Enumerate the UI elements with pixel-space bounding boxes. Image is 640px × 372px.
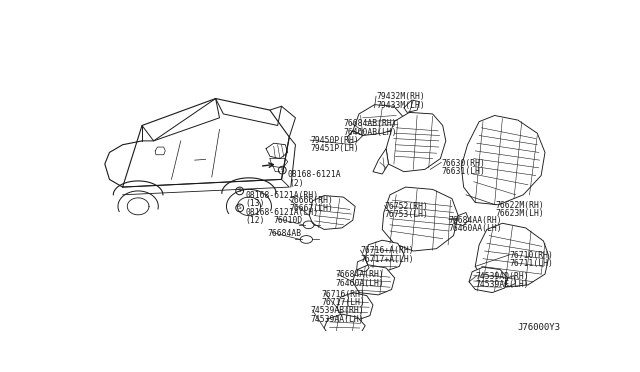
Polygon shape [476,223,549,287]
Text: (12): (12) [245,217,264,225]
Text: 74539AD(RH): 74539AD(RH) [476,272,529,281]
Text: 76716(RH): 76716(RH) [322,289,365,298]
Text: J76000Y3: J76000Y3 [518,323,561,332]
Text: 76623M(LH): 76623M(LH) [495,209,544,218]
Text: 74539AE(LH): 74539AE(LH) [476,280,529,289]
Text: 79450P(RH): 79450P(RH) [310,135,359,144]
Polygon shape [337,293,373,320]
Text: 76460AA(LH): 76460AA(LH) [449,224,502,233]
Text: 08168-6121A(RH): 08168-6121A(RH) [245,191,318,200]
Polygon shape [353,265,395,295]
Text: 76684AB: 76684AB [268,230,301,238]
Text: (13): (13) [245,199,264,208]
Polygon shape [373,148,388,174]
Text: 76752(RH): 76752(RH) [385,202,428,211]
Text: 76684A(RH): 76684A(RH) [336,270,385,279]
Text: 76460AB(LH): 76460AB(LH) [344,128,397,137]
Polygon shape [469,267,508,293]
Text: 76711(LH): 76711(LH) [509,260,553,269]
Text: S: S [238,189,241,193]
Polygon shape [386,112,446,172]
Text: 74539AB(RH): 74539AB(RH) [310,307,364,315]
Text: 76667(LH): 76667(LH) [289,204,333,213]
Text: 76631(LH): 76631(LH) [441,167,485,176]
Text: 76010D: 76010D [274,216,303,225]
Text: 76622M(RH): 76622M(RH) [495,201,544,210]
Text: 79451P(LH): 79451P(LH) [310,144,359,153]
Text: 74539AA(LH): 74539AA(LH) [310,315,364,324]
Text: 76753(LH): 76753(LH) [385,210,428,219]
Text: 79432M(RH): 79432M(RH) [376,92,425,102]
Text: 79433M(LH): 79433M(LH) [376,101,425,110]
Text: 08168-6121A: 08168-6121A [288,170,341,179]
Text: 76717+A(LH): 76717+A(LH) [360,255,414,264]
Text: (2): (2) [289,179,304,187]
Text: 76630(RH): 76630(RH) [441,158,485,168]
Polygon shape [365,240,404,271]
Text: 76710(RH): 76710(RH) [509,251,553,260]
Text: 76684AA(RH): 76684AA(RH) [449,216,502,225]
Polygon shape [309,196,355,230]
Text: S: S [238,205,241,211]
Text: 76717(LH): 76717(LH) [322,298,365,307]
Polygon shape [353,105,404,135]
Text: 76684AB(RH): 76684AB(RH) [344,119,397,128]
Polygon shape [324,314,365,336]
Polygon shape [382,187,458,251]
Text: 08168-6121A(LH): 08168-6121A(LH) [245,208,318,217]
Text: 76666(RH): 76666(RH) [289,196,333,205]
Polygon shape [461,115,545,205]
Text: S: S [280,168,284,173]
Text: 76716+A(RH): 76716+A(RH) [360,246,414,256]
Text: 76460A(LH): 76460A(LH) [336,279,385,288]
